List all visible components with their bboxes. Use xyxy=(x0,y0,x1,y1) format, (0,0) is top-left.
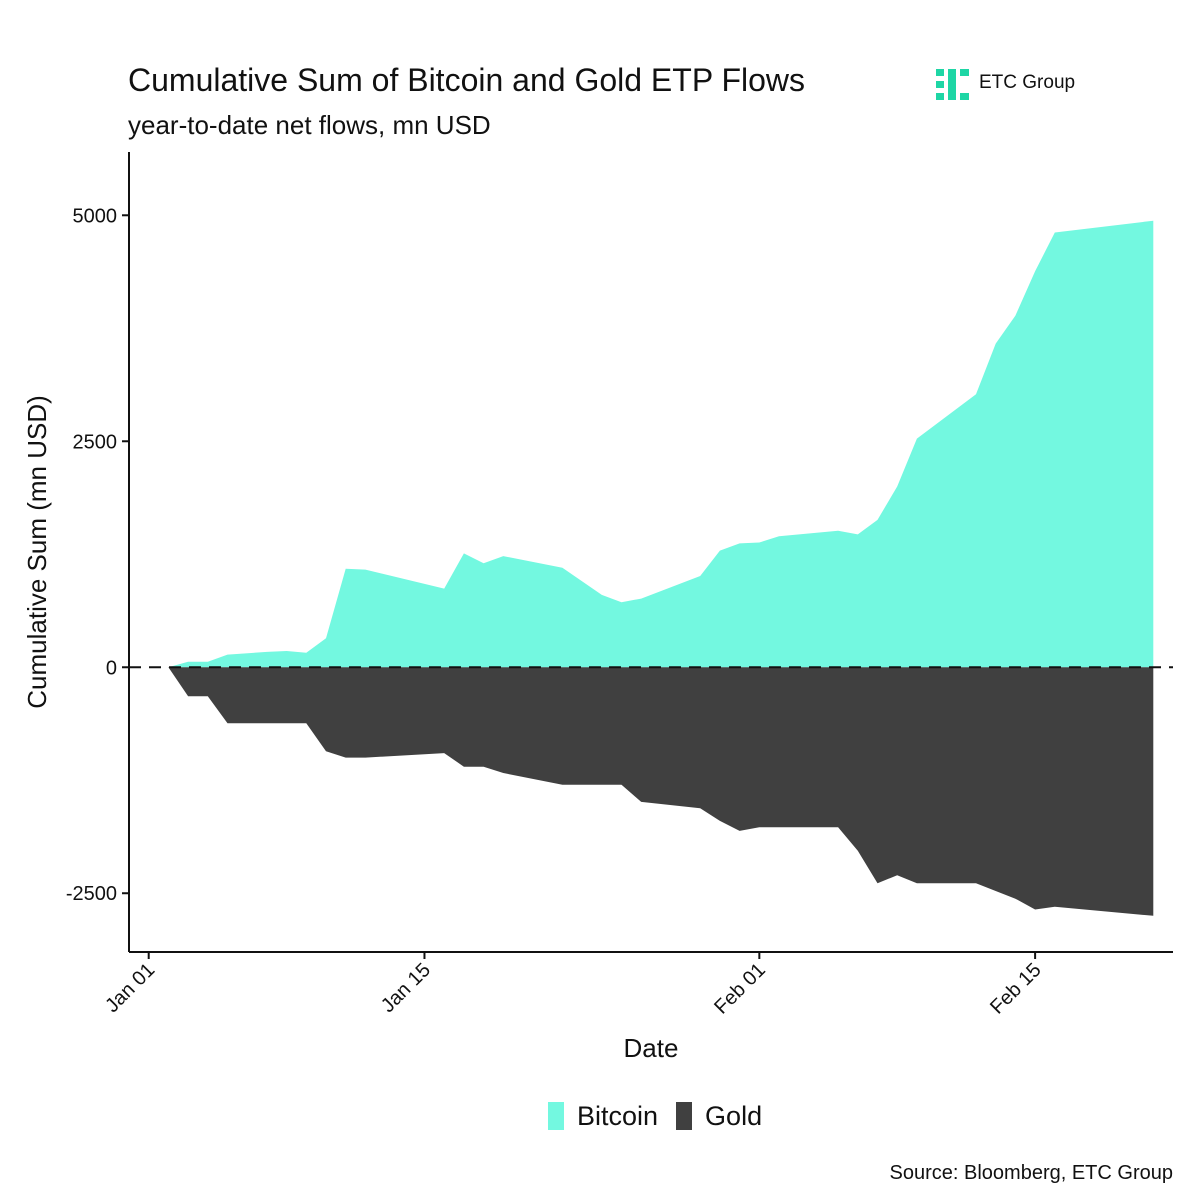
etc-group-logo-mark xyxy=(936,69,969,100)
y-axis-label: Cumulative Sum (mn USD) xyxy=(22,395,52,709)
x-tick-label: Jan 01 xyxy=(101,959,159,1017)
x-tick-label: Feb 01 xyxy=(710,959,770,1019)
chart-subtitle: year-to-date net flows, mn USD xyxy=(128,110,491,140)
y-tick-label: 0 xyxy=(106,657,117,679)
x-axis-label: Date xyxy=(624,1033,679,1063)
x-tick-label: Feb 15 xyxy=(986,959,1046,1019)
y-tick-label: 5000 xyxy=(73,205,118,227)
y-axis-ticks: -2500 0 2500 5000 xyxy=(66,205,129,905)
legend-key-gold xyxy=(676,1102,693,1130)
y-tick-label: -2500 xyxy=(66,883,117,905)
x-axis-ticks: Jan 01 Jan 15 Feb 01 Feb 15 xyxy=(101,952,1046,1019)
x-tick-label: Jan 15 xyxy=(377,959,435,1017)
etc-group-logo: ETC Group xyxy=(936,68,1096,104)
y-tick-label: 2500 xyxy=(73,431,118,453)
chart-title: Cumulative Sum of Bitcoin and Gold ETP F… xyxy=(128,62,806,98)
area-gold xyxy=(168,667,1154,916)
chart-legend: Bitcoin Gold xyxy=(548,1098,780,1134)
area-layer xyxy=(168,220,1154,916)
etc-group-brand: ETC Group xyxy=(979,72,1076,93)
legend-key-bitcoin xyxy=(548,1102,564,1130)
legend-label-gold: Gold xyxy=(705,1100,763,1131)
legend-label-bitcoin: Bitcoin xyxy=(577,1100,659,1131)
source-note: Source: Bloomberg, ETC Group xyxy=(889,1162,1173,1184)
area-bitcoin xyxy=(168,220,1154,668)
